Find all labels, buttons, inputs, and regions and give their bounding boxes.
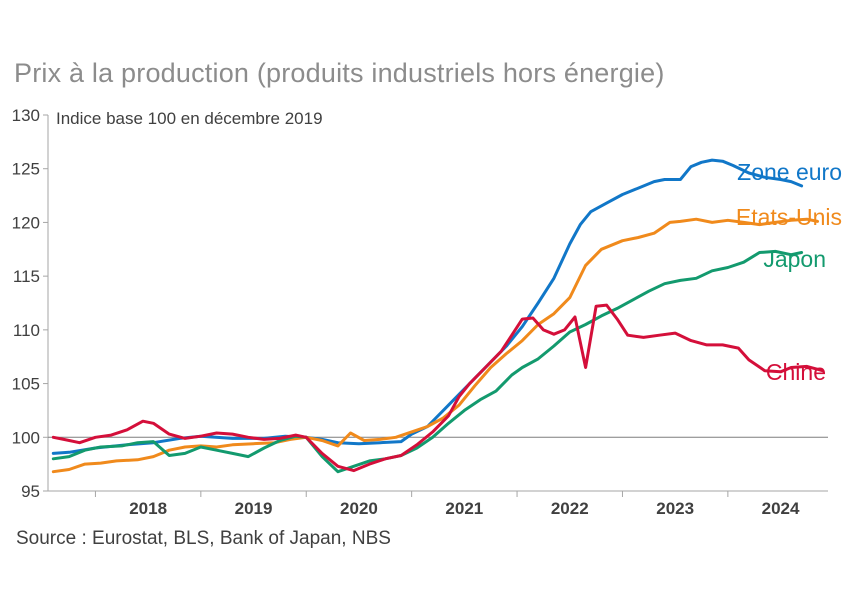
chart-annotation: Indice base 100 en décembre 2019: [56, 109, 323, 128]
y-tick-label: 115: [13, 267, 40, 286]
y-tick-label: 130: [12, 106, 40, 125]
series-label-etats-unis: Etats-Unis: [736, 204, 842, 230]
y-tick-label: 100: [12, 428, 40, 447]
series-label-zone-euro: Zone euro: [737, 159, 842, 185]
y-tick-label: 110: [13, 321, 40, 340]
y-axis: 95 100 105 110 115 120 125 130: [12, 106, 828, 501]
series-layer: [51, 158, 825, 474]
series-label-japon: Japon: [763, 246, 826, 272]
series-line-japon: [51, 249, 804, 474]
chart-title: Prix à la production (produits industrie…: [14, 58, 665, 88]
x-tick-label: 2021: [445, 499, 483, 518]
series-labels: Zone euro Etats-Unis Japon Chine: [736, 159, 842, 385]
series-line-etats-unis: [51, 217, 819, 474]
y-tick-label: 95: [21, 482, 40, 501]
x-tick-label: 2024: [762, 499, 800, 518]
x-tick-label: 2019: [235, 499, 273, 518]
x-tick-label: 2020: [340, 499, 378, 518]
y-tick-label: 105: [12, 375, 40, 394]
series-line-zone-euro: [51, 158, 804, 455]
chart-source: Source : Eurostat, BLS, Bank of Japan, N…: [16, 528, 391, 549]
y-tick-label: 120: [12, 213, 40, 232]
y-tick-label: 125: [12, 160, 40, 179]
x-tick-label: 2022: [551, 499, 589, 518]
x-tick-label: 2023: [656, 499, 694, 518]
x-axis: 2018 2019 2020 2021 2022 2023 2024: [48, 490, 828, 518]
series-label-chine: Chine: [766, 359, 826, 385]
series-line-chine: [51, 303, 825, 473]
x-tick-label: 2018: [129, 499, 167, 518]
